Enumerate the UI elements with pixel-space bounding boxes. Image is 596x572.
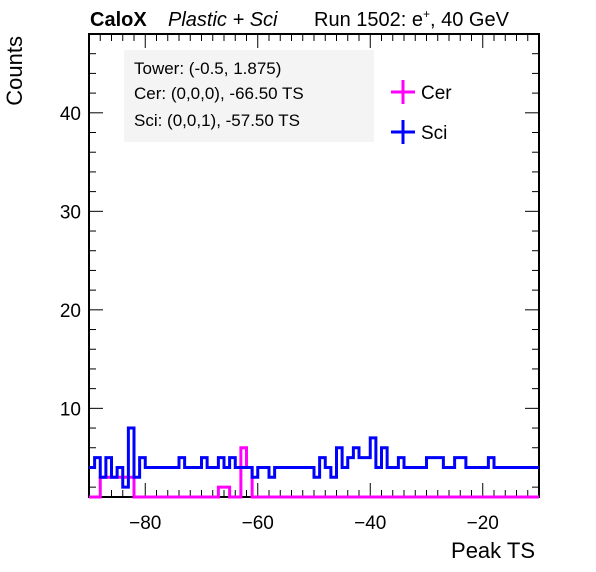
- run-label: Run 1502: e+, 40 GeV: [314, 7, 510, 31]
- axis-ticks: −80 −60 −40 −20 10 20 30 40: [60, 33, 540, 534]
- run-suffix: , 40 GeV: [430, 9, 510, 31]
- y-tick-label: 40: [60, 104, 81, 125]
- x-tick-label: −40: [354, 513, 386, 534]
- legend-label: Cer: [421, 83, 452, 104]
- run-prefix: Run 1502: e: [314, 9, 423, 31]
- series-layer: [89, 426, 539, 499]
- x-tick-label: −80: [129, 513, 161, 534]
- info-cer: Cer: (0,0,0), -66.50 TS: [134, 84, 304, 103]
- histogram-sci: [89, 426, 539, 489]
- info-tower: Tower: (-0.5, 1.875): [134, 59, 281, 78]
- legend: Cer Sci: [391, 80, 452, 144]
- histogram-cer: [89, 446, 539, 499]
- x-axis-title: Peak TS: [451, 538, 535, 563]
- x-tick-label: −20: [467, 513, 499, 534]
- info-sci: Sci: (0,0,1), -57.50 TS: [134, 111, 300, 130]
- legend-label: Sci: [421, 123, 447, 144]
- detector-label: Plastic + Sci: [168, 9, 278, 31]
- info-box: [124, 50, 374, 142]
- experiment-label: CaloX: [90, 9, 147, 31]
- y-axis-title: Counts: [2, 36, 27, 106]
- run-charge: +: [423, 7, 430, 21]
- y-tick-label: 30: [60, 202, 81, 223]
- y-tick-label: 10: [60, 399, 81, 420]
- y-tick-label: 20: [60, 301, 81, 322]
- x-tick-label: −60: [242, 513, 274, 534]
